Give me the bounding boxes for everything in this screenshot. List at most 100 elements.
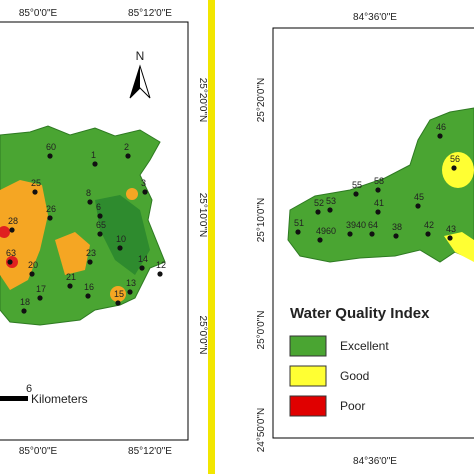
lon-label: 85°0'0"E [19,8,58,19]
legend-item: Good [340,369,369,383]
station-label: 3940 [346,220,366,230]
station [139,265,145,271]
station [425,231,431,237]
legend-item: Excellent [340,339,389,353]
lon-label: 84°36'0"E [353,456,397,467]
station [125,153,131,159]
station [393,233,399,239]
station [92,161,98,167]
station [115,300,121,306]
station [127,289,133,295]
station-label: 2 [124,142,129,152]
station-label: 15 [114,289,124,299]
station-label: 46 [436,122,446,132]
lat-label: 25°20'0"N [197,78,208,123]
station-label: 1 [91,150,96,160]
station [47,215,53,221]
station [375,187,381,193]
legend-title: Water Quality Index [290,305,430,322]
station [85,293,91,299]
station [47,153,53,159]
station-label: 4960 [316,226,336,236]
right-region [287,107,474,263]
station-label: 63 [6,248,16,258]
station-label: 13 [126,278,136,288]
station [97,231,103,237]
station-label: 25 [31,178,41,188]
station-label: 58 [374,176,384,186]
station [375,209,381,215]
station-label: 65 [96,220,106,230]
station [157,271,163,277]
legend-swatch [289,335,327,357]
station [32,189,38,195]
station [327,207,333,213]
station-label: 26 [46,204,56,214]
zone-good [442,152,474,188]
scale-unit: Kilometers [31,392,88,406]
lon-label: 85°12'0"E [128,8,172,19]
station-label: 43 [446,224,456,234]
station [447,235,453,241]
station [437,133,443,139]
station [87,259,93,265]
zone-good [110,286,126,302]
left-region [0,125,166,326]
station-label: 51 [294,218,304,228]
station-label: 10 [116,234,126,244]
station [315,209,321,215]
station [37,295,43,301]
station [415,203,421,209]
lon-label: 85°12'0"E [128,446,172,457]
north-arrow [130,66,140,98]
station [295,229,301,235]
station-label: 14 [138,254,148,264]
station [7,259,13,265]
station [451,165,457,171]
station-label: 28 [8,216,18,226]
station-label: 64 [368,220,378,230]
station [117,245,123,251]
lat-label: 25°0'0"N [256,311,267,350]
lon-label: 84°36'0"E [353,12,397,23]
station-label: 53 [326,196,336,206]
scale-number: 6 [26,383,32,395]
station-label: 55 [352,180,362,190]
lat-label: 25°0'0"N [197,316,208,355]
station-label: 52 [314,198,324,208]
station [87,199,93,205]
station-label: 12 [156,260,166,270]
station [142,189,148,195]
station-label: 6 [96,202,101,212]
lat-label: 24°50'0"N [256,408,267,453]
station-label: 42 [424,220,434,230]
lat-label: 25°10'0"N [197,193,208,238]
station-label: 16 [84,282,94,292]
zone-good [126,188,138,200]
scale-bar [0,396,28,401]
station [317,237,323,243]
station [21,308,27,314]
station-label: 3 [141,178,146,188]
zone-poor [0,226,10,238]
station-label: 45 [414,192,424,202]
legend-swatch [289,395,327,417]
station-label: 38 [392,222,402,232]
lat-label: 25°20'0"N [256,78,267,123]
station-label: 21 [66,272,76,282]
station [353,191,359,197]
legend-item: Poor [340,399,365,413]
station-label: 60 [46,142,56,152]
station-label: 8 [86,188,91,198]
station [9,227,15,233]
station [369,231,375,237]
station-label: 18 [20,297,30,307]
station-label: 23 [86,248,96,258]
station [347,231,353,237]
lat-label: 25°10'0"N [256,198,267,243]
station [67,283,73,289]
zone-excellent [95,195,150,275]
legend-swatch [289,365,327,387]
station-label: 20 [28,260,38,270]
